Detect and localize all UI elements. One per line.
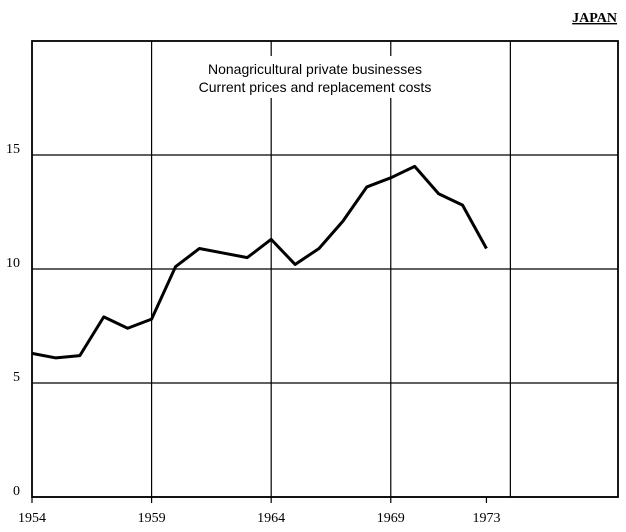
annotation-bg bbox=[190, 56, 440, 98]
y-tick-label: 15 bbox=[6, 142, 20, 157]
chart-title: JAPAN bbox=[572, 11, 617, 26]
y-tick-label: 5 bbox=[13, 370, 20, 385]
data-line bbox=[31, 164, 488, 360]
x-tick-label: 1959 bbox=[138, 511, 166, 526]
x-tick-label: 1964 bbox=[257, 511, 285, 526]
annotation: Current prices and replacement costs bbox=[199, 79, 432, 95]
y-tick-label: 0 bbox=[13, 484, 20, 499]
plot-frame bbox=[31, 40, 619, 498]
x-tick-label: 1954 bbox=[18, 511, 46, 526]
annotation: Nonagricultural private businesses bbox=[208, 61, 422, 77]
y-tick-label: 10 bbox=[6, 256, 20, 271]
x-tick-label: 1973 bbox=[472, 511, 500, 526]
x-tick-label: 1969 bbox=[377, 511, 405, 526]
